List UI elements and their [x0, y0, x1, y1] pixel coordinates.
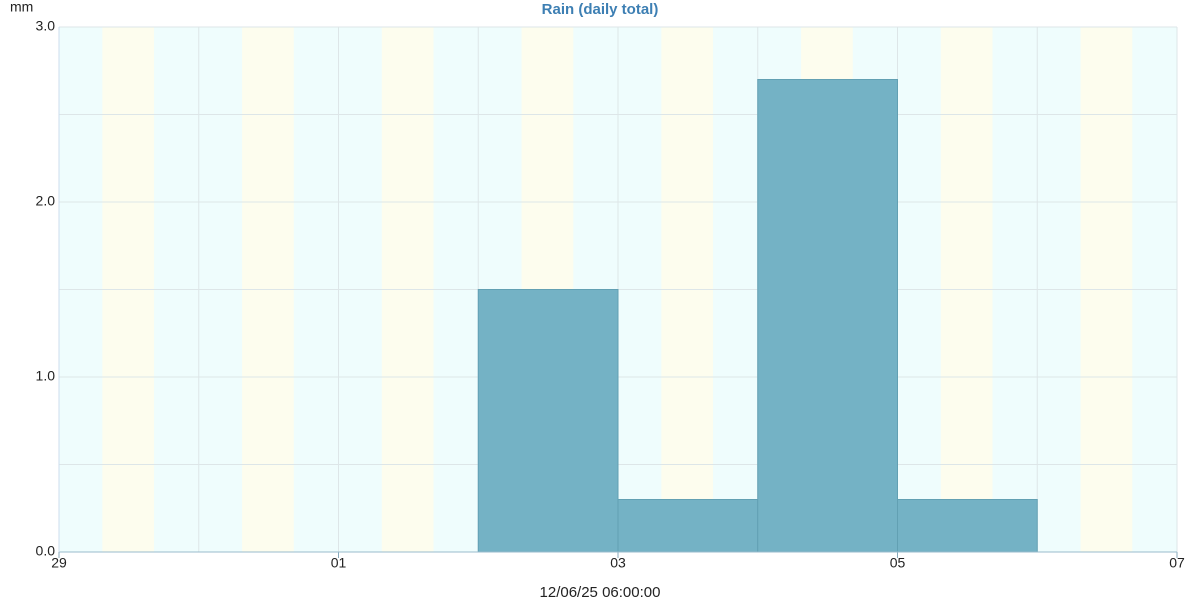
- y-tick-label: 2.0: [36, 193, 56, 209]
- x-tick-label: 29: [51, 555, 67, 571]
- x-tick-label: 07: [1169, 555, 1185, 571]
- x-tick-label: 05: [890, 555, 906, 571]
- y-tick-label: 3.0: [36, 18, 56, 34]
- y-axis-label: mm: [10, 0, 33, 15]
- bar: [757, 79, 898, 553]
- y-tick-label: 1.0: [36, 368, 56, 384]
- x-tick-label: 01: [331, 555, 347, 571]
- chart-title: Rain (daily total): [542, 1, 659, 18]
- bar: [617, 499, 759, 553]
- bar: [897, 499, 1038, 553]
- x-axis-label: 12/06/25 06:00:00: [540, 584, 661, 600]
- bar: [477, 289, 619, 553]
- y-tick-label: 0.0: [36, 543, 56, 559]
- x-tick-label: 03: [610, 555, 626, 571]
